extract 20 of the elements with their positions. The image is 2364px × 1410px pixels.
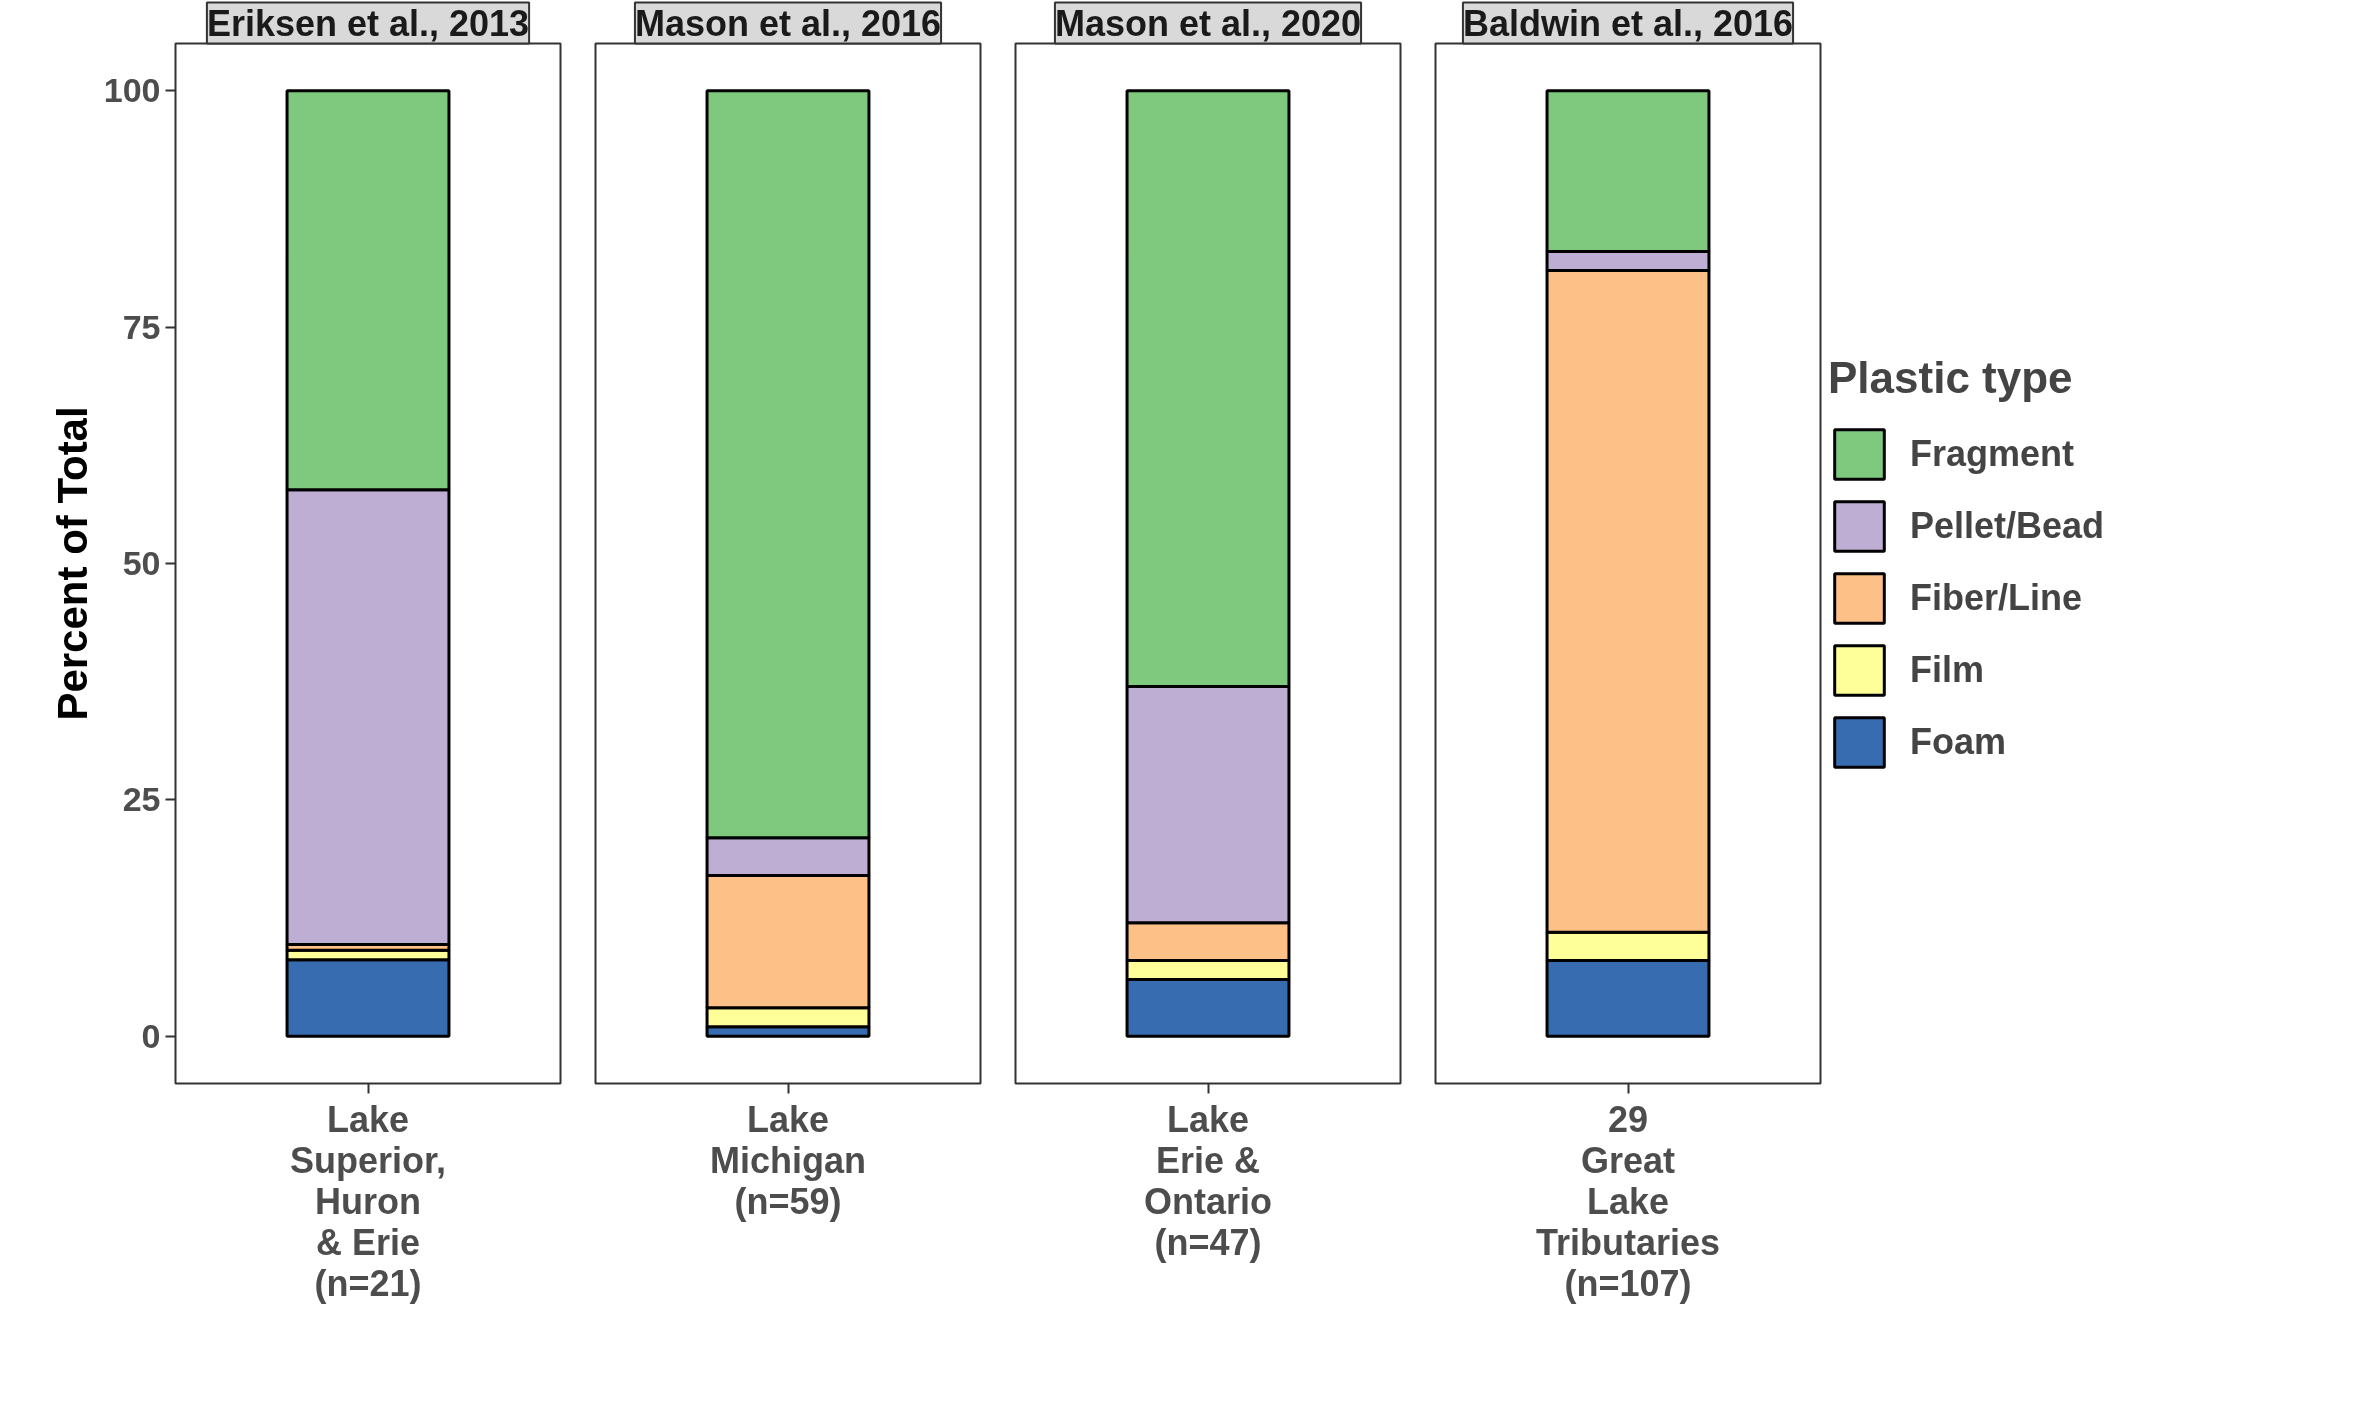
y-axis-title: Percent of Total [48, 406, 96, 721]
y-tick-label: 100 [103, 71, 161, 110]
legend-label: Fiber/Line [1910, 577, 2083, 619]
chart-title: Mason et al., 2020 [1054, 2, 1362, 44]
y-tick-label: 25 [122, 780, 161, 819]
legend-label: Foam [1910, 721, 2007, 763]
legend-label: Film [1910, 649, 1985, 691]
x-tick-label: Lake Michigan (n=59) [710, 1098, 867, 1222]
y-tick-label: 75 [122, 307, 161, 346]
chart-title: Eriksen et al., 2013 [206, 2, 530, 44]
legend-label: Pellet/Bead [1910, 505, 2105, 547]
x-tick-label: Lake Erie & Ontario (n=47) [1144, 1098, 1273, 1263]
x-tick-label: 29 Great Lake Tributaries (n=107) [1535, 1098, 1721, 1304]
legend-title: Plastic type [1828, 353, 2074, 403]
chart-title: Baldwin et al., 2016 [1462, 2, 1794, 44]
chart-title: Mason et al., 2016 [634, 2, 942, 44]
y-tick-label: 50 [122, 544, 161, 582]
legend-label: Fragment [1910, 433, 2075, 475]
x-tick-label: Lake Superior, Huron & Erie (n=21) [289, 1098, 447, 1304]
y-tick-label: 0 [141, 1016, 161, 1055]
